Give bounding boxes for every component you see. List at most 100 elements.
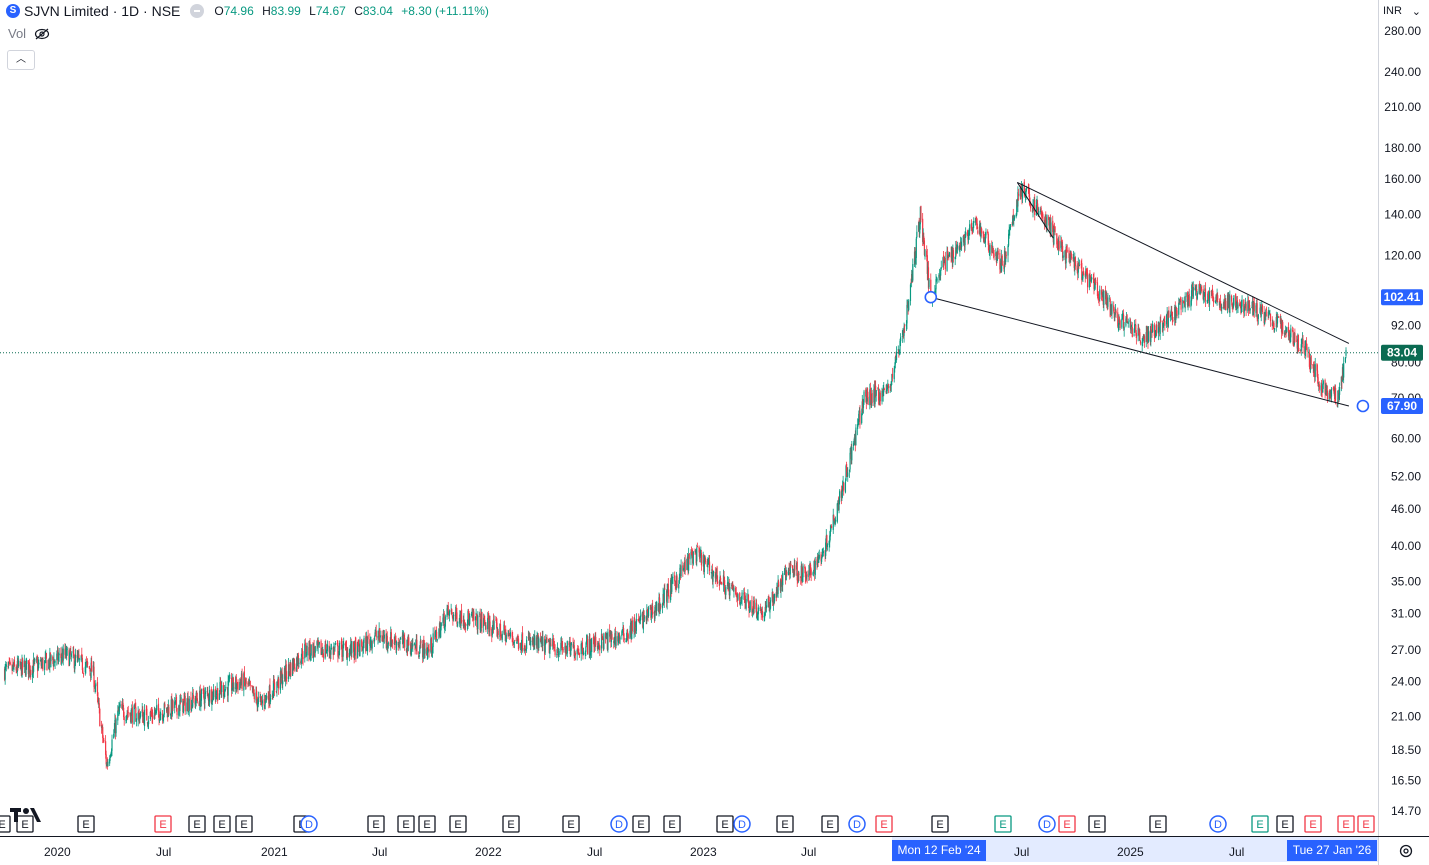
earnings-event-icon[interactable] [1058, 815, 1076, 833]
tradingview-logo-icon[interactable] [10, 806, 42, 824]
earnings-event-icon[interactable] [0, 815, 11, 833]
candle-body [99, 708, 101, 727]
candle-body [992, 251, 995, 253]
trendline-anchor-handle[interactable] [1356, 399, 1370, 413]
candle-body [598, 643, 600, 646]
candle-body [8, 662, 10, 666]
symbol-title[interactable]: SJVN Limited · 1D · NSE [24, 3, 181, 19]
earnings-event-icon[interactable] [367, 815, 385, 833]
eye-hidden-icon[interactable] [34, 28, 50, 40]
candle-body [901, 336, 903, 337]
earnings-event-icon[interactable] [213, 815, 231, 833]
collapse-legend-button[interactable]: ︿ [7, 50, 35, 70]
earnings-event-icon[interactable] [716, 815, 734, 833]
candle-body [883, 388, 885, 390]
earnings-event-icon[interactable] [449, 815, 467, 833]
candle-body [208, 690, 211, 702]
candle-body [221, 685, 223, 692]
events-row[interactable]: EEEEEEEEDEEEEEEDEEEDEEDEEEDEEEDEEEEE [0, 815, 1375, 833]
candle-body [481, 612, 483, 628]
candle-body [694, 550, 696, 552]
candle-body [570, 647, 572, 656]
candle-body [135, 707, 137, 722]
symbol-logo-icon[interactable]: S [6, 4, 20, 18]
trendline[interactable] [1017, 181, 1350, 344]
earnings-event-icon[interactable] [502, 815, 520, 833]
dividend-event-icon[interactable] [300, 815, 318, 833]
earnings-event-icon[interactable] [875, 815, 893, 833]
volume-legend[interactable]: Vol [8, 26, 50, 41]
candle-body [869, 388, 872, 396]
candle-body [1138, 327, 1140, 336]
candle-body [768, 597, 770, 602]
candle-body [85, 660, 88, 662]
candle-body [520, 644, 523, 651]
dividend-event-icon[interactable] [610, 815, 628, 833]
earnings-event-label: E [1362, 819, 1369, 831]
candle-body [1256, 303, 1258, 319]
earnings-event-icon[interactable] [418, 815, 436, 833]
candle-body [152, 715, 154, 720]
candle-body [239, 681, 241, 691]
earnings-event-icon[interactable] [994, 815, 1012, 833]
earnings-event-icon[interactable] [1251, 815, 1269, 833]
candle-body [768, 602, 770, 612]
candle-body [686, 558, 688, 570]
candle-body [1026, 187, 1028, 189]
earnings-event-icon[interactable] [1304, 815, 1322, 833]
trendline[interactable] [930, 296, 1350, 407]
candle-body [320, 641, 322, 655]
candle-body [1042, 214, 1044, 222]
candle-body [379, 628, 381, 639]
gear-icon[interactable] [1398, 843, 1414, 859]
trendline[interactable] [1016, 182, 1054, 239]
candle-body [962, 235, 964, 242]
candle-body [834, 521, 836, 523]
trendline-anchor-handle[interactable] [924, 290, 938, 304]
earnings-event-icon[interactable] [188, 815, 206, 833]
falling-wedge-drawing[interactable] [924, 181, 1370, 413]
earnings-event-icon[interactable] [1357, 815, 1375, 833]
earnings-event-icon[interactable] [16, 815, 34, 833]
candle-body [890, 385, 892, 387]
dividend-event-label: D [853, 819, 861, 831]
hide-legend-icon[interactable] [190, 4, 205, 18]
earnings-event-icon[interactable] [1149, 815, 1167, 833]
candle-body [578, 652, 580, 654]
candle-body [785, 570, 787, 581]
earnings-event-icon[interactable] [632, 815, 650, 833]
crosshair-start-date: Mon 12 Feb '24 [892, 840, 986, 861]
earnings-event-icon[interactable] [931, 815, 949, 833]
earnings-event-icon[interactable] [1337, 815, 1355, 833]
candle-body [719, 576, 721, 585]
earnings-event-icon[interactable] [1276, 815, 1294, 833]
dividend-event-icon[interactable] [848, 815, 866, 833]
earnings-event-icon[interactable] [235, 815, 253, 833]
candle-body [105, 741, 107, 755]
earnings-event-icon[interactable] [77, 815, 95, 833]
candle-body [269, 684, 271, 702]
dividend-event-icon[interactable] [733, 815, 751, 833]
earnings-event-icon[interactable] [562, 815, 580, 833]
candle-body [570, 642, 572, 646]
candle-body [416, 639, 418, 655]
candle-body [825, 542, 827, 556]
earnings-event-icon[interactable] [397, 815, 415, 833]
candle-body [1077, 263, 1079, 273]
currency-selector[interactable]: INR ⌄ [1383, 2, 1421, 20]
dividend-event-icon[interactable] [1038, 815, 1056, 833]
earnings-event-icon[interactable] [821, 815, 839, 833]
candle-body [236, 683, 238, 690]
earnings-event-icon[interactable] [663, 815, 681, 833]
candle-body [70, 651, 72, 656]
candle-body [355, 642, 357, 660]
earnings-event-icon[interactable] [776, 815, 794, 833]
candle-body [1046, 215, 1048, 230]
price-axis[interactable]: 280.00 240.00 210.00 180.00 160.00 140.00 120.… [1381, 24, 1423, 818]
candle-body [944, 257, 946, 270]
dividend-event-icon[interactable] [1209, 815, 1227, 833]
candle-body [549, 643, 552, 646]
earnings-event-icon[interactable] [1088, 815, 1106, 833]
earnings-event-icon[interactable] [154, 815, 172, 833]
